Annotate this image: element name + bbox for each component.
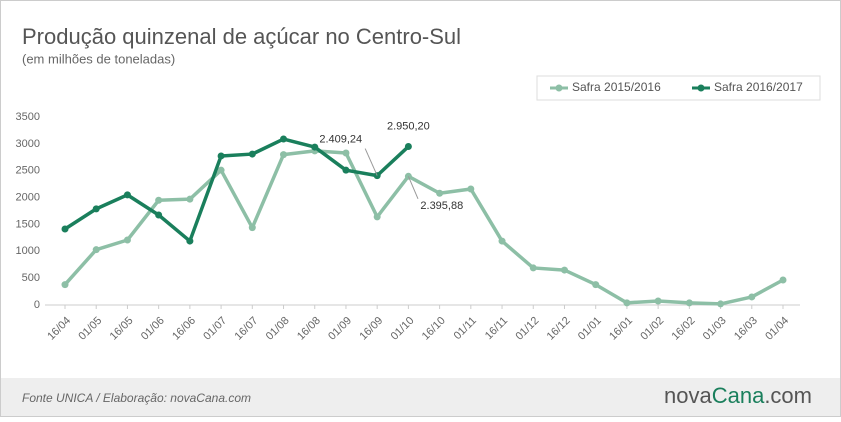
logo-part: Cana	[712, 383, 765, 408]
point	[92, 205, 100, 213]
point	[654, 297, 662, 305]
legend-marker	[697, 84, 705, 92]
data-label: 2.950,20	[387, 120, 430, 132]
logo-part: .com	[764, 383, 812, 408]
logo: novaCana.com	[664, 383, 812, 408]
footer	[1, 378, 840, 416]
point	[685, 299, 693, 307]
chart-subtitle: (em milhões de toneladas)	[22, 51, 175, 66]
point	[155, 211, 163, 219]
point	[61, 225, 69, 233]
point	[61, 281, 69, 289]
legend	[536, 75, 821, 101]
point	[373, 213, 381, 221]
data-label: 2.395,88	[420, 200, 463, 212]
point	[529, 264, 537, 272]
y-tick-label: 0	[34, 299, 40, 311]
series-line	[64, 137, 410, 243]
point	[560, 266, 568, 274]
data-label: 2.409,24	[319, 133, 362, 145]
point	[123, 236, 131, 244]
point	[467, 185, 475, 193]
y-tick-label: 2000	[16, 191, 40, 203]
point	[592, 281, 600, 289]
y-tick-label: 3000	[16, 138, 40, 150]
point	[248, 224, 256, 232]
series-line	[63, 149, 784, 306]
point	[311, 143, 319, 151]
legend-label: Safra 2016/2017	[714, 80, 803, 94]
y-tick-label: 2500	[16, 165, 40, 177]
point	[498, 237, 506, 245]
chart-title: Produção quinzenal de açúcar no Centro-S…	[22, 24, 461, 49]
legend-marker	[555, 84, 563, 92]
point	[717, 300, 725, 308]
point	[92, 246, 100, 254]
y-tick-label: 500	[22, 272, 40, 284]
legend-label: Safra 2015/2016	[572, 80, 661, 94]
logo-part: nova	[664, 383, 712, 408]
point	[217, 166, 225, 174]
point	[748, 293, 756, 301]
point	[123, 191, 131, 199]
point	[155, 196, 163, 204]
y-tick-label: 3500	[16, 111, 40, 123]
label-leader	[364, 148, 378, 176]
point	[280, 151, 288, 159]
point	[779, 276, 787, 284]
source: Fonte UNICA / Elaboração: novaCana.com	[22, 391, 251, 405]
point	[342, 166, 350, 174]
point	[217, 152, 225, 160]
point	[623, 299, 631, 307]
y-tick-label: 1000	[16, 245, 40, 257]
point	[342, 149, 350, 157]
point	[280, 135, 288, 143]
y-tick-label: 1500	[16, 218, 40, 230]
point	[248, 150, 256, 158]
point	[404, 143, 412, 151]
point	[186, 237, 194, 245]
point	[436, 189, 444, 197]
label-leader	[407, 176, 419, 200]
point	[186, 195, 194, 203]
